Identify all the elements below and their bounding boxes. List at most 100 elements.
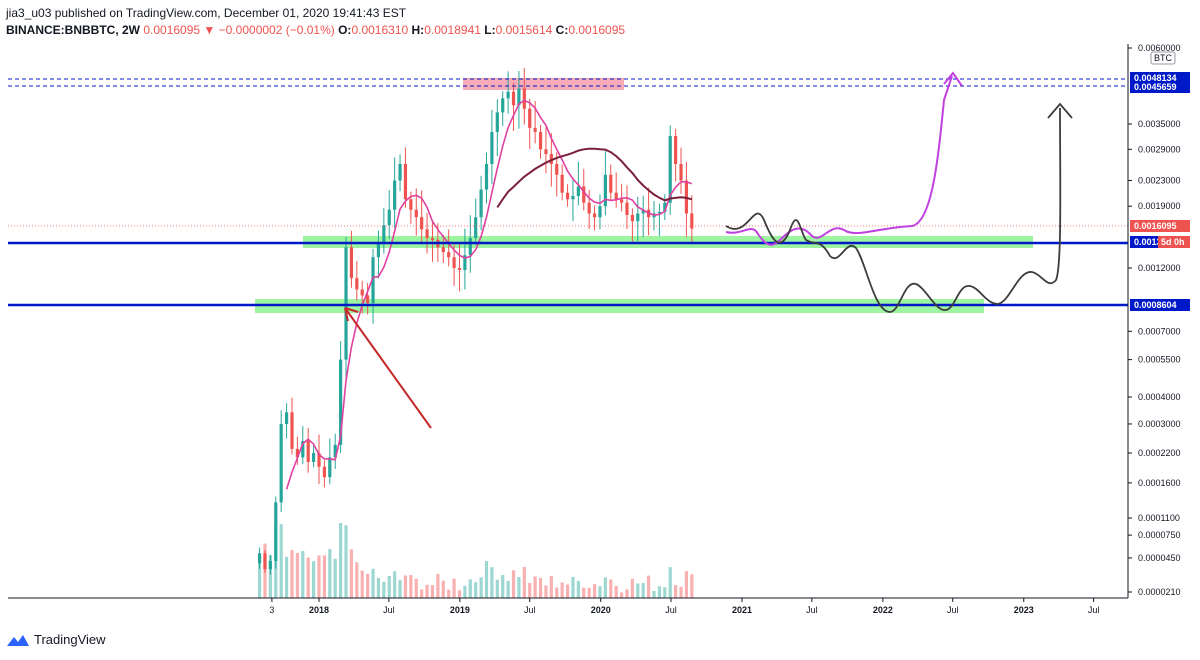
time-tick-label: Jul [806, 605, 818, 615]
volume-bar [317, 555, 321, 598]
candle [322, 460, 327, 488]
volume-bar [657, 586, 662, 598]
candle [630, 208, 634, 242]
candle-body [495, 112, 499, 132]
candle-body [501, 98, 505, 113]
candle [457, 242, 462, 292]
price-tick-label: 0.0007000 [1138, 326, 1181, 336]
candle-body [452, 257, 456, 268]
candle [565, 184, 570, 207]
candle [425, 212, 429, 254]
price-tick-label: 0.0012000 [1138, 263, 1181, 273]
candle-body [641, 209, 645, 214]
volume-bar [366, 573, 370, 598]
footer-brand: TradingView [6, 632, 106, 647]
time-tick-label: Jul [947, 605, 959, 615]
time-tick-label: Jul [524, 605, 536, 615]
candle-body [344, 247, 348, 360]
candle-body [409, 199, 413, 210]
candle [279, 410, 283, 513]
candle [663, 194, 667, 221]
candle-body [393, 180, 397, 210]
volume-bar [441, 580, 445, 598]
candle [506, 71, 510, 114]
volume-bar [409, 574, 413, 598]
symbol-label[interactable]: BINANCE:BNBBTC, 2W [6, 23, 140, 37]
currency-badge [1150, 51, 1176, 65]
candle [587, 189, 591, 229]
volume-bar [452, 578, 456, 598]
volume-bar [528, 583, 532, 598]
candle-body [479, 189, 483, 218]
candle [490, 109, 494, 185]
volume-bar [306, 557, 310, 598]
candle [284, 403, 289, 439]
volume-bar [425, 584, 429, 598]
candle [517, 71, 521, 129]
candle-body [274, 502, 278, 562]
candle [603, 151, 607, 216]
tradingview-logo-icon [7, 634, 29, 646]
footer-brand-label: TradingView [34, 632, 106, 647]
candle [555, 152, 559, 197]
forecast-arrowhead-purple [943, 71, 963, 87]
high-value: 0.0018941 [424, 23, 481, 37]
candle-body [603, 174, 607, 207]
volume-bar [463, 585, 467, 598]
candle-body [668, 136, 672, 203]
volume-bar [333, 558, 337, 598]
candle [641, 195, 645, 238]
candle-body [619, 199, 624, 203]
volume-bar [690, 574, 694, 598]
volume-bar [322, 555, 327, 598]
volume-bar [506, 580, 510, 598]
price-tick-label: 0.0029000 [1138, 144, 1181, 154]
volume-bar [582, 587, 586, 598]
volume-bar [641, 582, 645, 598]
moving-average-line [285, 99, 693, 490]
candle-body [268, 561, 272, 570]
candle [668, 125, 672, 215]
time-tick-label: Jul [665, 605, 677, 615]
close-value: 0.0016095 [568, 23, 626, 37]
down-triangle-icon: ▼ [203, 23, 216, 37]
volume-bar [652, 590, 656, 598]
volume-bar [403, 575, 408, 598]
price-tick-label: 0.0005500 [1138, 355, 1181, 365]
candle-body [457, 268, 462, 270]
candle [609, 164, 613, 200]
volume-bar [479, 577, 483, 598]
volume-bar [679, 586, 683, 598]
candle-body [565, 192, 570, 200]
volume-bar [371, 568, 375, 598]
candle [387, 189, 391, 240]
volume-bar [414, 578, 418, 598]
volume-bar [587, 587, 591, 598]
candle-body [339, 359, 343, 445]
price-tick-label: 0.0001600 [1138, 478, 1181, 488]
candle-body [630, 214, 634, 222]
candle [376, 230, 381, 279]
candle-body [301, 441, 305, 458]
volume-bar [538, 578, 543, 598]
countdown-label: 5d 0h [1161, 237, 1185, 247]
candle [268, 555, 272, 575]
candle-body [474, 217, 478, 238]
volume-bar [311, 561, 316, 598]
volume-bar [268, 554, 272, 598]
candle [274, 496, 278, 569]
volume-bar [517, 577, 521, 598]
volume-bar [349, 549, 354, 598]
time-tick-label: 2019 [450, 605, 470, 615]
candle-body [382, 225, 386, 243]
volume-bar [571, 576, 575, 598]
volume-bar [549, 576, 553, 598]
candle-body [679, 163, 683, 181]
candle-body [257, 553, 262, 564]
candle [371, 248, 375, 324]
volume-bar [398, 580, 402, 598]
candle [484, 152, 489, 204]
long-moving-average-line [496, 147, 693, 208]
candle [674, 128, 678, 182]
